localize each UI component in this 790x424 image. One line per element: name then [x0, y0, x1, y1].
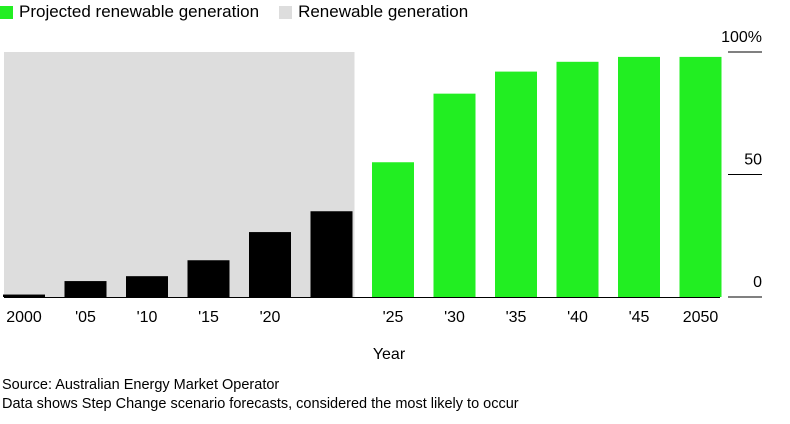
x-axis-title: Year	[373, 346, 406, 363]
x-tick-label: '25	[383, 309, 404, 326]
bar-renewable-generation	[310, 211, 353, 297]
bar-projected-renewable-generation	[556, 61, 599, 297]
y-tick-label: 0	[753, 274, 762, 291]
bar-projected-renewable-generation	[372, 162, 414, 297]
y-tick-label: 50	[744, 152, 762, 169]
x-tick-label: '30	[444, 309, 465, 326]
bar-projected-renewable-generation	[679, 56, 722, 298]
data-note: Data shows Step Change scenario forecast…	[2, 396, 519, 412]
legend-item-renewable: Renewable generation	[279, 2, 468, 22]
legend-swatch-renewable	[279, 5, 293, 19]
historical-shaded-region	[4, 52, 355, 297]
bar-projected-renewable-generation	[618, 56, 660, 298]
source-note: Source: Australian Energy Market Operato…	[2, 377, 280, 393]
bar-renewable-generation	[249, 232, 291, 297]
x-tick-label: '45	[629, 309, 650, 326]
x-tick-label: '20	[260, 309, 281, 326]
bar-renewable-generation	[187, 260, 230, 297]
bar-renewable-generation	[126, 276, 168, 297]
legend-swatch-projected	[0, 5, 13, 19]
y-tick-label: 100%	[721, 29, 762, 46]
bar-renewable-generation	[3, 294, 45, 297]
x-tick-label: 2000	[6, 309, 42, 326]
legend-label-projected: Projected renewable generation	[19, 2, 260, 21]
legend-item-projected: Projected renewable generation	[0, 2, 259, 22]
bar-renewable-generation	[64, 281, 107, 297]
x-tick-label: '35	[506, 309, 527, 326]
x-tick-label: 2050	[683, 309, 719, 326]
bar-projected-renewable-generation	[495, 71, 537, 297]
legend: Projected renewable generation Renewable…	[0, 0, 488, 24]
x-tick-label: '40	[567, 309, 588, 326]
x-tick-label: '15	[198, 309, 219, 326]
bar-projected-renewable-generation	[433, 93, 476, 298]
x-tick-label: '10	[137, 309, 158, 326]
legend-label-renewable: Renewable generation	[298, 2, 469, 21]
x-tick-label: '05	[75, 309, 96, 326]
